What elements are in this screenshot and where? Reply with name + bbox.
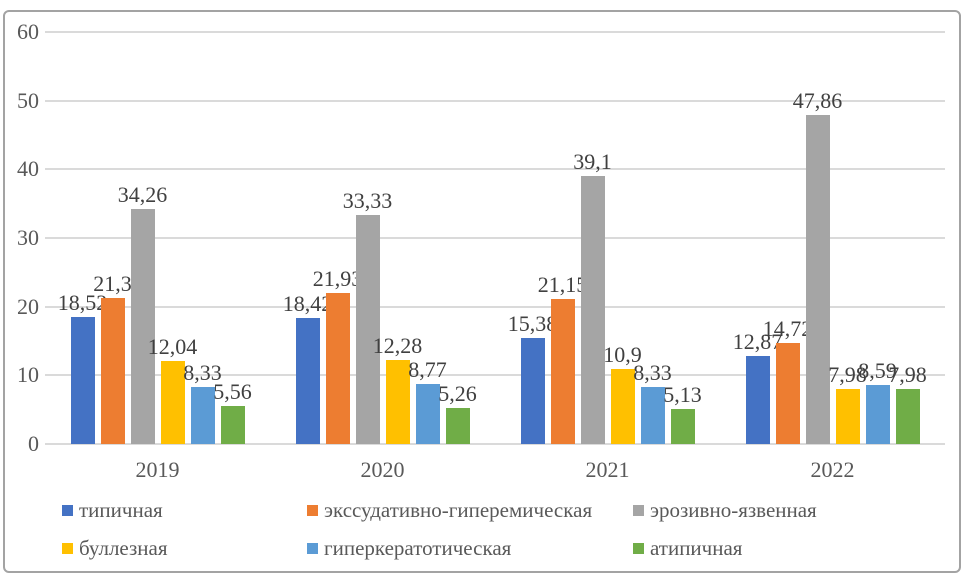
legend-swatch bbox=[307, 542, 318, 554]
legend-label: гиперкератотическая bbox=[324, 536, 512, 560]
gridline bbox=[45, 237, 945, 239]
gridline bbox=[45, 31, 945, 33]
bar-value-label: 21,15 bbox=[537, 271, 588, 297]
legend-label: атипичная bbox=[650, 536, 743, 560]
legend-item: типичная bbox=[62, 498, 163, 522]
bar bbox=[70, 316, 95, 444]
legend-swatch bbox=[62, 542, 73, 554]
legend-item: гиперкератотическая bbox=[307, 536, 511, 560]
bar-value-label: 5,26 bbox=[438, 380, 477, 406]
bar-value-label: 12,04 bbox=[147, 334, 198, 360]
bar bbox=[640, 386, 665, 444]
bar-value-label: 12,28 bbox=[372, 332, 423, 358]
bar-value-label: 8,33 bbox=[183, 359, 222, 385]
bar-value-label: 14,72 bbox=[762, 315, 813, 341]
gridline bbox=[45, 374, 945, 377]
bar bbox=[580, 175, 605, 444]
legend-swatch bbox=[633, 542, 644, 554]
bar bbox=[895, 389, 920, 444]
bar-value-label: 34,26 bbox=[117, 181, 168, 207]
y-axis-tick-label: 10 bbox=[17, 362, 39, 388]
y-axis-tick-label: 60 bbox=[17, 19, 39, 44]
legend-label: буллезная bbox=[79, 536, 168, 560]
bar-value-label: 15,38 bbox=[507, 311, 558, 337]
gridline bbox=[45, 305, 945, 308]
category-label: 2020 bbox=[360, 457, 405, 482]
gridline bbox=[45, 99, 945, 102]
bar bbox=[325, 293, 350, 444]
bar-value-label: 7,98 bbox=[888, 362, 927, 388]
bar bbox=[775, 342, 800, 444]
bar bbox=[670, 408, 695, 444]
gridline bbox=[45, 168, 945, 171]
bar-value-label: 21,3 bbox=[93, 270, 132, 296]
legend-label: экссудативно-гиперемическая bbox=[324, 498, 593, 522]
bar bbox=[220, 405, 245, 444]
y-axis-tick-label: 30 bbox=[17, 225, 39, 250]
bar bbox=[865, 385, 890, 444]
bar bbox=[100, 297, 125, 444]
bar-value-label: 8,33 bbox=[633, 359, 672, 385]
y-axis-tick-label: 50 bbox=[17, 87, 39, 113]
legend-swatch bbox=[62, 504, 73, 516]
legend-label: типичная bbox=[79, 498, 163, 522]
bar-value-label: 47,86 bbox=[792, 88, 843, 114]
bar bbox=[520, 338, 545, 444]
bar bbox=[385, 359, 410, 444]
legend-item: буллезная bbox=[62, 536, 168, 560]
bar-value-label: 8,59 bbox=[858, 358, 897, 383]
bar bbox=[835, 389, 860, 444]
legend-item: эрозивно-язвенная bbox=[633, 498, 817, 522]
bar-value-label: 5,13 bbox=[663, 381, 702, 407]
category-label: 2022 bbox=[810, 457, 855, 482]
bar bbox=[745, 355, 770, 444]
bar-value-label: 7,98 bbox=[828, 362, 867, 388]
legend-item: экссудативно-гиперемическая bbox=[307, 498, 592, 522]
bar bbox=[355, 215, 380, 444]
y-axis-tick-label: 20 bbox=[17, 293, 39, 319]
bar-value-label: 18,52 bbox=[57, 289, 108, 315]
bar-value-label: 21,93 bbox=[312, 266, 363, 292]
legend-swatch bbox=[307, 504, 318, 516]
bar bbox=[445, 407, 470, 444]
bar bbox=[295, 317, 320, 444]
legend-item: атипичная bbox=[633, 536, 742, 560]
bar bbox=[415, 383, 440, 444]
legend-label: эрозивно-язвенная bbox=[650, 498, 817, 522]
bar bbox=[160, 361, 185, 444]
bar-value-label: 33,33 bbox=[342, 188, 393, 214]
bar-value-label: 18,42 bbox=[282, 290, 333, 316]
y-axis-tick-label: 0 bbox=[28, 431, 39, 456]
chart-frame: типичная экссудативно-гиперемическая эрози… bbox=[3, 10, 961, 573]
bar-value-label: 8,77 bbox=[408, 356, 447, 382]
gridline bbox=[45, 443, 945, 445]
bar bbox=[130, 208, 155, 444]
category-label: 2021 bbox=[585, 457, 630, 482]
bar-value-label: 10,9 bbox=[603, 342, 642, 368]
category-label: 2019 bbox=[135, 457, 180, 482]
bar bbox=[805, 115, 830, 444]
bar-value-label: 39,1 bbox=[573, 148, 612, 174]
bar bbox=[610, 369, 635, 444]
bar bbox=[190, 386, 215, 444]
bar-value-label: 5,56 bbox=[213, 378, 252, 404]
bar bbox=[550, 298, 575, 444]
y-axis-tick-label: 40 bbox=[17, 156, 39, 182]
legend-swatch bbox=[633, 504, 644, 516]
bar-value-label: 12,87 bbox=[732, 328, 783, 354]
